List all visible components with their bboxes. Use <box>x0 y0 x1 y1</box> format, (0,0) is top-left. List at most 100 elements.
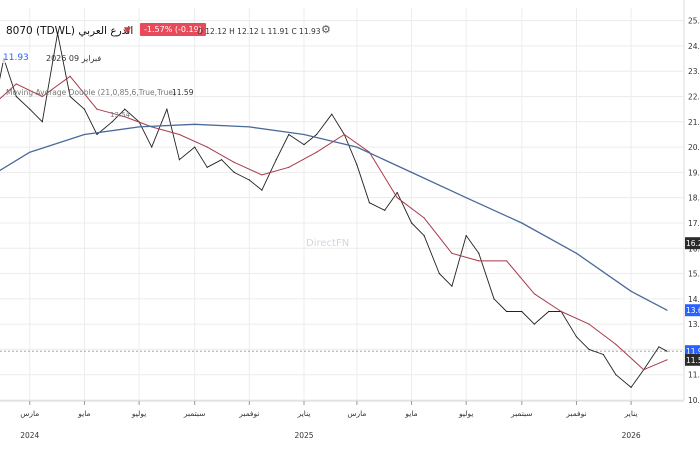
y-tick-label: 23.0 <box>688 67 700 76</box>
data-point-price <box>666 350 668 352</box>
data-point-ma_short <box>178 133 181 136</box>
x-tick-label: سبتمبر <box>183 409 206 418</box>
y-tick-label: 19.0 <box>688 168 700 177</box>
down-arrow-icon: ▼ <box>124 26 131 36</box>
price-tag-label: 16.2 <box>686 239 700 248</box>
data-point-price <box>384 209 386 211</box>
data-point-ma_short <box>505 260 508 262</box>
data-point-price <box>233 171 235 173</box>
data-point-price <box>423 235 425 237</box>
last-price-label: 11.93 <box>0 53 32 63</box>
date-readout: فبراير 09 2026 <box>46 54 102 63</box>
data-point-price <box>206 166 208 168</box>
x-tick-label: نوفمبر <box>238 409 259 418</box>
data-point-ma_short <box>343 133 345 136</box>
symbol-title[interactable]: 8070 (TDWL) الدرع العربي <box>6 25 134 37</box>
data-point-price <box>303 143 305 146</box>
x-tick-label: مارس <box>347 409 366 418</box>
data-point-price <box>261 189 263 191</box>
y-tick-label: 24.0 <box>688 42 700 51</box>
price-tag-label: 11.5 <box>686 356 700 365</box>
data-point-price <box>368 202 371 204</box>
data-point-price <box>478 252 480 254</box>
data-point-price <box>575 336 578 338</box>
y-tick-label: 17.0 <box>688 219 700 228</box>
indicator-label[interactable]: Moving Average Double (21,0,85,6,True,Tr… <box>6 88 176 97</box>
data-point-price <box>83 108 86 110</box>
series-line-ma_long <box>0 123 668 311</box>
x-tick-year: 2025 <box>294 431 313 440</box>
data-point-ma_short <box>423 217 425 219</box>
x-tick-label: يوليو <box>131 409 146 418</box>
data-point-ma_long <box>83 133 86 136</box>
x-tick-label: نوفمبر <box>565 409 586 418</box>
price-tag-bg <box>685 237 700 250</box>
data-point-ma_long <box>465 197 467 199</box>
data-point-price <box>288 133 290 136</box>
data-point-price <box>194 146 196 148</box>
data-point-price <box>615 374 617 376</box>
data-point-price <box>69 95 71 98</box>
series-layer <box>0 32 668 388</box>
data-point-ma_short <box>451 252 453 254</box>
data-point-price <box>220 159 223 161</box>
data-point-price <box>533 323 535 325</box>
right-price-axis[interactable]: 25.024.023.022.021.020.019.018.017.016.0… <box>683 0 700 405</box>
y-tick-label: 14.0 <box>688 295 700 304</box>
data-point-ma_long <box>194 123 196 125</box>
y-tick-label: 10.0 <box>688 396 700 405</box>
data-point-ma_long <box>521 222 523 224</box>
data-point-ma_long <box>248 126 250 128</box>
data-point-price <box>111 121 113 123</box>
y-tick-label: 15.0 <box>688 270 700 279</box>
y-tick-label: 18.0 <box>688 194 700 203</box>
data-point-ma_long <box>138 126 140 128</box>
x-tick-year: 2026 <box>622 431 641 440</box>
data-point-price <box>465 235 467 237</box>
gear-icon[interactable]: ⚙ <box>321 23 331 36</box>
data-point-ma_short <box>615 343 617 345</box>
horizontal-gridlines <box>0 20 683 401</box>
y-tick-label: 21.0 <box>688 118 700 127</box>
data-point-ma_short <box>533 293 535 295</box>
price-tag-bg <box>685 353 700 366</box>
data-point-price <box>96 133 98 136</box>
x-tick-label: يوليو <box>458 409 473 418</box>
x-tick-label: مايو <box>77 409 90 418</box>
price-tag-label: 11.9 <box>686 347 700 356</box>
price-tag-label: 13.6 <box>686 306 700 315</box>
price-tags: 16.2 13.6 11.911.5 <box>685 237 700 366</box>
indicator-value: 11.59 <box>172 88 194 97</box>
y-tick-label: 11.0 <box>688 371 700 380</box>
data-point-ma_long <box>410 171 413 173</box>
price-tag-bg <box>685 304 700 317</box>
data-point-ma_short <box>41 95 43 98</box>
series-line-price <box>0 32 668 388</box>
data-point-ma_short <box>588 323 590 325</box>
data-point-price <box>29 108 31 110</box>
data-point-price <box>315 133 318 136</box>
data-point-price <box>275 159 277 161</box>
data-point-ma_long <box>666 309 668 311</box>
data-point-ma_short <box>288 166 290 168</box>
data-point-price <box>493 298 495 300</box>
data-point-ma_long <box>29 151 31 153</box>
data-point-price <box>548 310 550 313</box>
time-axis[interactable]: مارس 2024 مايو يوليو سبتمبر نوفمبر يناير 2025 ما… <box>0 400 684 440</box>
data-point-price <box>356 164 358 166</box>
data-point-ma_short <box>643 369 645 371</box>
data-point-ma_short <box>69 75 71 77</box>
series-line-ma_short <box>0 75 668 371</box>
data-point-ma_short <box>261 174 263 176</box>
x-tick-label: سبتمبر <box>510 409 533 418</box>
data-point-price <box>56 32 59 34</box>
data-point-price <box>15 95 17 98</box>
data-point-price <box>505 310 508 313</box>
data-point-ma_short <box>396 197 398 199</box>
x-tick-label: مايو <box>404 409 417 418</box>
data-point-ma_short <box>233 161 235 163</box>
y-tick-label: 20.0 <box>688 143 700 152</box>
data-point-ma_short <box>478 260 480 262</box>
data-point-price <box>178 159 181 161</box>
